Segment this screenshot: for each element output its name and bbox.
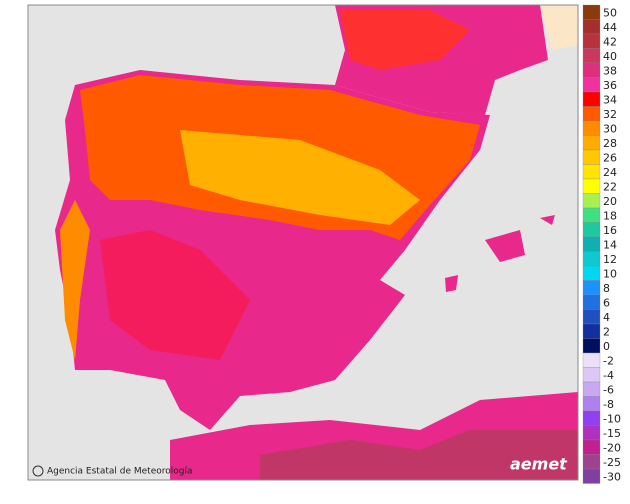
legend-label: 32 (603, 108, 617, 121)
legend-label: 10 (603, 267, 617, 280)
legend-label: 8 (603, 282, 610, 295)
legend-swatch (582, 91, 601, 107)
legend-swatch (582, 396, 601, 412)
legend-swatch (582, 352, 601, 368)
legend: 5044424038363432302826242220181614121086… (582, 4, 621, 484)
legend-label: -6 (603, 383, 614, 396)
legend-swatch (582, 77, 601, 93)
legend-label: 50 (603, 6, 617, 19)
legend-swatch (582, 135, 601, 151)
legend-label: 22 (603, 180, 617, 193)
legend-label: 16 (603, 224, 617, 237)
legend-label: -8 (603, 398, 614, 411)
legend-swatch (582, 164, 601, 180)
ibiza (445, 275, 458, 292)
italy (540, 5, 578, 50)
mallorca (485, 230, 525, 262)
france-hot (340, 10, 470, 70)
legend-swatch (582, 222, 601, 238)
legend-label: -2 (603, 354, 614, 367)
legend-label: 24 (603, 166, 617, 179)
legend-swatch (582, 280, 601, 296)
legend-swatch (582, 265, 601, 281)
legend-label: 6 (603, 296, 610, 309)
legend-label: 18 (603, 209, 617, 222)
legend-label: 40 (603, 50, 617, 63)
legend-swatch (582, 149, 601, 165)
legend-label: 44 (603, 21, 617, 34)
legend-swatch (582, 178, 601, 194)
legend-swatch (582, 367, 601, 383)
legend-label: -30 (603, 470, 621, 483)
legend-label: 26 (603, 151, 617, 164)
legend-swatch (582, 236, 601, 252)
warm-band (180, 130, 420, 225)
legend-label: -10 (603, 412, 621, 425)
legend-swatch (582, 309, 601, 325)
legend-swatch (582, 454, 601, 470)
menorca (540, 215, 555, 225)
legend-swatch (582, 323, 601, 339)
legend-swatch (582, 120, 601, 136)
legend-swatch (582, 4, 601, 20)
legend-swatch (582, 193, 601, 209)
legend-swatch (582, 207, 601, 223)
legend-label: -20 (603, 441, 621, 454)
map-frame (27, 4, 579, 481)
legend-swatch (582, 251, 601, 267)
legend-swatch (582, 381, 601, 397)
legend-swatch (582, 33, 601, 49)
logo: aemet (510, 455, 568, 474)
legend-label: -4 (603, 369, 614, 382)
africa-hot (260, 430, 578, 480)
legend-label: 42 (603, 35, 617, 48)
copyright-icon (32, 465, 44, 477)
legend-label: 2 (603, 325, 610, 338)
legend-label: 28 (603, 137, 617, 150)
legend-label: 34 (603, 93, 617, 106)
legend-label: 12 (603, 253, 617, 266)
coast-band (60, 200, 90, 360)
legend-label: 20 (603, 195, 617, 208)
legend-label: 4 (603, 311, 610, 324)
legend-swatch (582, 19, 601, 35)
legend-label: 0 (603, 340, 610, 353)
legend-label: 14 (603, 238, 617, 251)
legend-swatch (582, 62, 601, 78)
legend-label: -15 (603, 427, 621, 440)
legend-swatch (582, 106, 601, 122)
legend-label: 30 (603, 122, 617, 135)
legend-label: 38 (603, 64, 617, 77)
legend-label: 36 (603, 79, 617, 92)
legend-swatch (582, 48, 601, 64)
legend-swatch (582, 338, 601, 354)
legend-label: -25 (603, 456, 621, 469)
hot-core (100, 230, 250, 360)
legend-swatch (582, 468, 601, 484)
legend-swatch (582, 294, 601, 310)
legend-swatch (582, 410, 601, 426)
legend-swatch (582, 425, 601, 441)
legend-swatch (582, 439, 601, 455)
attribution: Agencia Estatal de Meteorología (47, 467, 193, 477)
